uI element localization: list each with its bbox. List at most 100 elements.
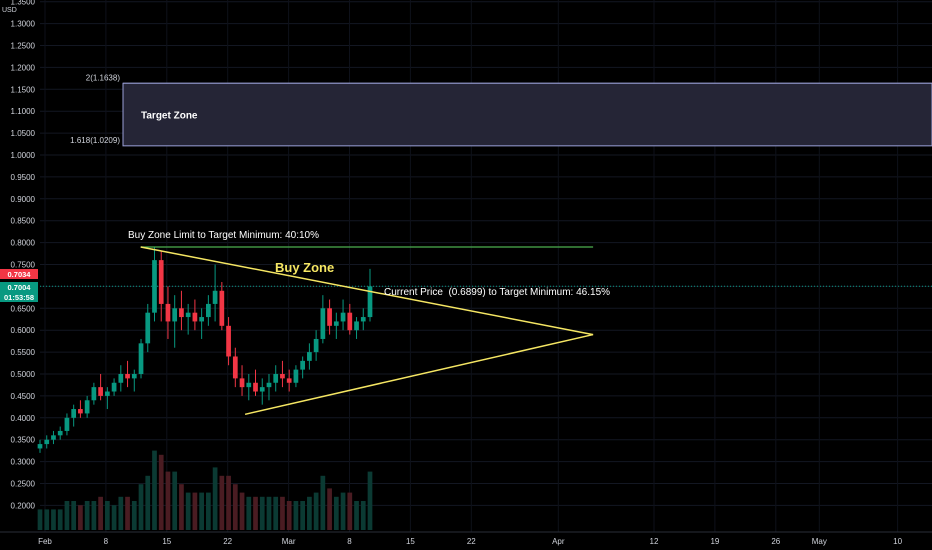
candle-body xyxy=(347,312,353,331)
volume-bar xyxy=(226,475,231,530)
price-tick-label: 0.8500 xyxy=(11,217,36,226)
candle-body xyxy=(104,391,110,396)
buy-zone-annotation: Buy Zone xyxy=(275,260,334,275)
price-badge xyxy=(0,292,38,302)
lower-trendline[interactable] xyxy=(244,333,594,416)
fib-level-1618-label: 1.618(1.0209) xyxy=(70,136,120,145)
price-tick-label: 1.3000 xyxy=(11,20,36,29)
volume-bar xyxy=(286,501,292,530)
target-zone-box[interactable] xyxy=(122,82,932,147)
volume-bar xyxy=(219,475,225,530)
candle-body xyxy=(219,290,225,326)
volume-bar xyxy=(71,501,77,530)
volume-bar xyxy=(84,501,90,530)
volume-bar xyxy=(145,475,151,530)
volume-bar xyxy=(293,501,299,530)
price-badge-label: 0.7034 xyxy=(8,270,32,279)
candle-body xyxy=(307,352,312,361)
price-badge-label: 0.7004 xyxy=(8,283,32,292)
volume-bar xyxy=(158,454,164,530)
candle-body xyxy=(266,382,272,388)
candle-body xyxy=(253,382,258,392)
volume-bar xyxy=(327,488,332,530)
volume-bars xyxy=(37,450,373,530)
price-tick-label: 0.4000 xyxy=(11,414,36,423)
volume-bar xyxy=(37,509,43,530)
volume-bar xyxy=(199,492,204,530)
price-badge xyxy=(0,269,38,279)
time-axis[interactable]: Feb81522Mar81522Apr121926May101724Jun8 xyxy=(38,537,932,546)
candle-body xyxy=(206,303,211,318)
candles xyxy=(37,246,373,453)
candle-body xyxy=(212,290,218,304)
price-tick-label: 1.2500 xyxy=(11,42,36,51)
candle-body xyxy=(333,321,339,326)
volume-bar xyxy=(239,492,245,530)
volume-bar xyxy=(266,496,272,530)
time-tick-label: Feb xyxy=(38,537,52,546)
candle-body xyxy=(246,382,252,388)
candle-body xyxy=(84,400,90,414)
volume-bar xyxy=(253,496,258,530)
volume-bar xyxy=(313,492,319,530)
candle-body xyxy=(152,260,157,313)
candle-body xyxy=(232,356,238,379)
upper-trendline[interactable] xyxy=(140,246,594,336)
price-tick-label: 0.9500 xyxy=(11,173,36,182)
price-tick-label: 1.3500 xyxy=(11,0,36,7)
price-tick-label: 0.9000 xyxy=(11,195,36,204)
volume-bar xyxy=(232,484,238,530)
price-tick-label: 0.4500 xyxy=(11,392,36,401)
price-axis[interactable]: 1.3500 1.3000 1.2500 1.2000 1.1500 1.1000 1.05… xyxy=(11,0,36,510)
candle-body xyxy=(44,439,50,445)
candle-body xyxy=(320,308,326,339)
candle-body xyxy=(158,260,164,304)
time-tick-label: 19 xyxy=(710,537,719,546)
volume-bar xyxy=(165,471,171,530)
candle-body xyxy=(259,387,265,392)
candle-body xyxy=(340,312,346,322)
candle-body xyxy=(185,312,191,318)
price-tick-label: 0.6000 xyxy=(11,326,36,335)
currency-label: USD xyxy=(2,7,17,14)
candle-body xyxy=(192,312,198,322)
candle-body xyxy=(273,374,279,383)
candle-body xyxy=(98,387,103,396)
candle-body xyxy=(286,378,292,383)
price-tick-label: 0.2000 xyxy=(11,501,36,510)
volume-bar xyxy=(57,509,63,530)
candle-body xyxy=(354,321,359,331)
time-tick-label: 8 xyxy=(104,537,109,546)
volume-bar xyxy=(367,471,373,530)
price-badge xyxy=(0,282,38,292)
volume-bar xyxy=(179,484,184,530)
time-tick-label: 15 xyxy=(406,537,415,546)
time-tick-label: Apr xyxy=(552,537,565,546)
price-tick-label: 0.6500 xyxy=(11,304,36,313)
volume-bar xyxy=(320,475,326,530)
volume-bar xyxy=(152,450,157,530)
volume-bar xyxy=(172,471,178,530)
fib-level-2-label: 2(1.1638) xyxy=(86,73,121,82)
candle-body xyxy=(293,369,299,383)
candle-body xyxy=(300,360,306,370)
time-tick-label: Mar xyxy=(282,537,296,546)
candle-body xyxy=(226,325,231,357)
candle-body xyxy=(165,303,171,322)
candle-body xyxy=(131,374,137,379)
candle-body xyxy=(57,430,63,436)
volume-bar xyxy=(212,467,218,530)
candle-body xyxy=(313,338,319,353)
time-tick-label: 12 xyxy=(650,537,659,546)
target-zone-label: Target Zone xyxy=(141,111,198,122)
price-tick-label: 0.5500 xyxy=(11,348,36,357)
candle-body xyxy=(125,374,130,379)
price-tick-label: 1.1000 xyxy=(11,107,36,116)
candle-body xyxy=(138,343,144,374)
time-tick-label: 22 xyxy=(467,537,476,546)
volume-bar xyxy=(354,501,359,530)
candle-body xyxy=(51,435,56,440)
candle-body xyxy=(78,409,83,414)
